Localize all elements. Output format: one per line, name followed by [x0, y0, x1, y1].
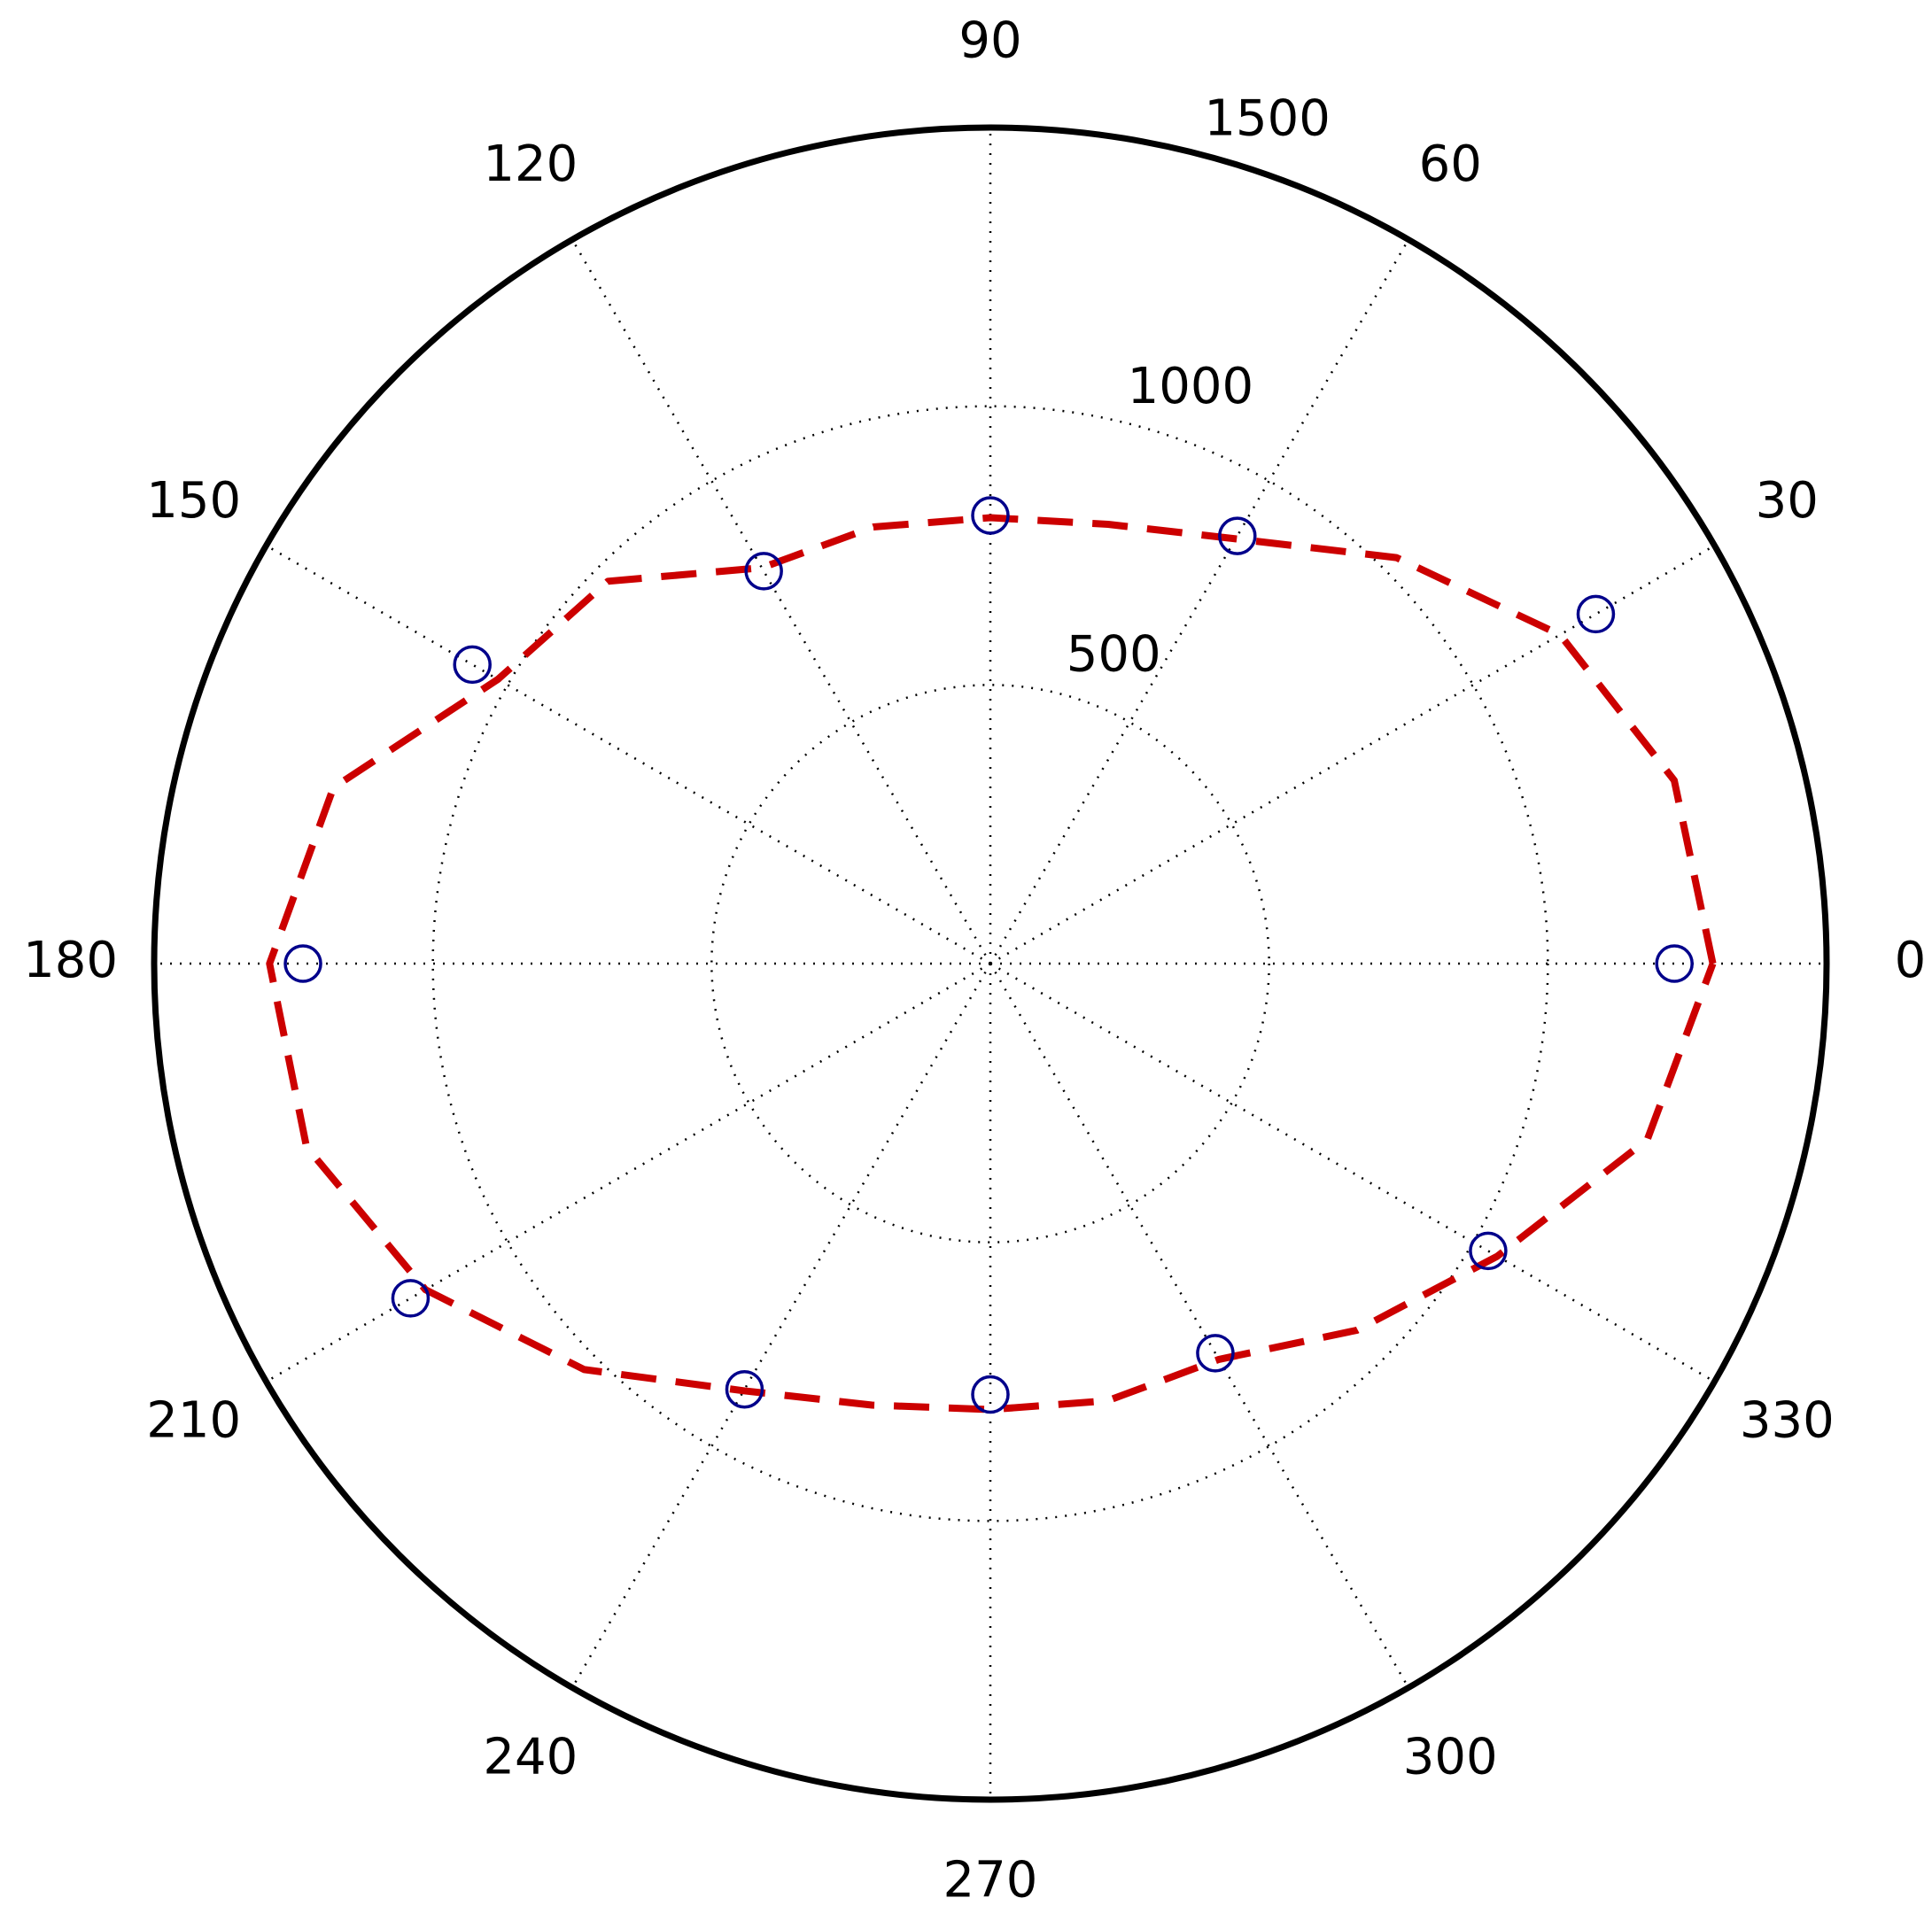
data-point: [1576, 594, 1616, 634]
data-point: [1196, 1334, 1235, 1373]
theta-tick-label: 330: [1740, 1391, 1835, 1449]
data-point: [453, 645, 492, 685]
theta-tick-label: 0: [1895, 932, 1927, 989]
data-point: [283, 944, 322, 983]
data-point: [1655, 944, 1694, 983]
spoke: [570, 238, 992, 964]
theta-tick-label: 180: [23, 932, 118, 989]
spoke: [989, 963, 1410, 1689]
theta-tick-label: 300: [1403, 1728, 1498, 1785]
spoke: [265, 962, 991, 1383]
data-point: [971, 1375, 1010, 1414]
theta-tick-label: 150: [146, 472, 241, 530]
data-point: [1469, 1231, 1508, 1271]
spoke: [265, 544, 991, 965]
spoke: [570, 963, 992, 1689]
theta-tick-label: 30: [1756, 472, 1819, 530]
theta-tick-label: 270: [943, 1852, 1038, 1909]
r-tick-label: 1500: [1204, 89, 1331, 147]
fit-curve: [266, 514, 1717, 1414]
theta-tick-label: 90: [958, 12, 1021, 70]
theta-tick-label: 210: [146, 1391, 241, 1449]
data-point: [1218, 516, 1257, 555]
theta-tick-label: 120: [483, 136, 578, 193]
spoke: [989, 238, 1410, 964]
data-point: [744, 552, 783, 591]
theta-tick-label: 60: [1419, 136, 1482, 193]
theta-tick-label: 240: [483, 1728, 578, 1785]
outer-ring: [151, 124, 1830, 1803]
data-point: [971, 496, 1010, 535]
r-tick-label: 1000: [1128, 358, 1254, 415]
r-tick-label: 500: [1067, 625, 1161, 683]
spoke: [989, 544, 1716, 965]
grid-ring: [431, 405, 1549, 1522]
data-point: [391, 1279, 431, 1318]
data-point: [725, 1369, 764, 1409]
